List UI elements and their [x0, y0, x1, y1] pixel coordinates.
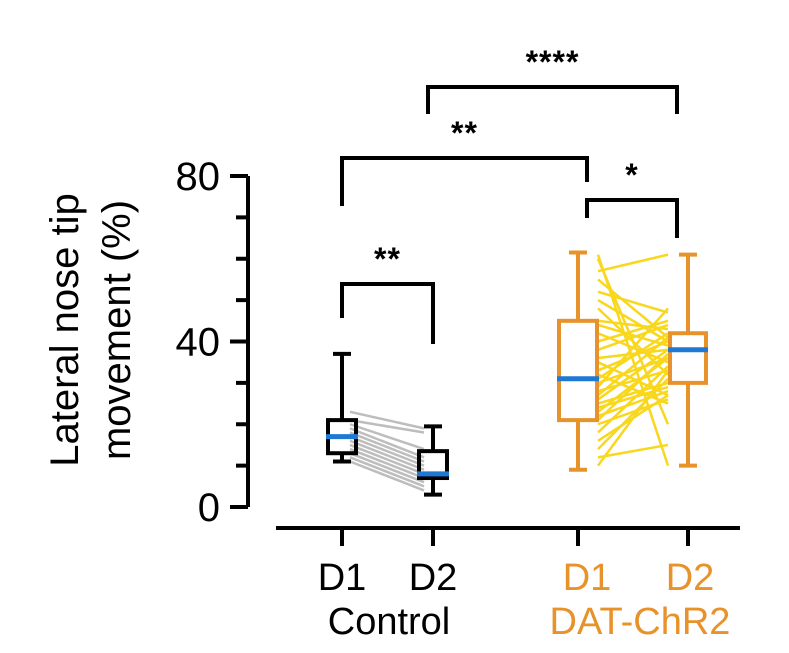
- datchr2-pair-line: [597, 377, 669, 450]
- sig-d1-control-vs-datchr2-bracket: [340, 156, 589, 206]
- datchr2-pair-line: [597, 369, 669, 393]
- sig-control-d1-d2-label: **: [374, 241, 401, 277]
- datchr2-pair-line: [597, 356, 669, 385]
- datchr2-pair-line: [597, 348, 669, 401]
- sig-datchr2-d1-d2-label: *: [625, 157, 638, 193]
- boxes: [326, 250, 708, 497]
- control-pair-line: [349, 427, 425, 459]
- datchr2-pair-line: [597, 353, 669, 422]
- datchr2-pair-line: [597, 323, 669, 351]
- axes: 0 40 80: [176, 155, 740, 546]
- sig-d2-control-vs-datchr2-label: ****: [526, 44, 580, 80]
- datchr2-pair-line: [597, 319, 669, 331]
- category-label-control-d2: D2: [409, 557, 458, 599]
- datchr2-pair-line: [597, 348, 669, 360]
- sig-control-d1-d2-bracket: [340, 282, 435, 344]
- sig-datchr2-d1-d2-bracket: [585, 198, 679, 238]
- datchr2-pair-line: [597, 307, 669, 388]
- datchr2-pair-line: [597, 357, 669, 413]
- y-tick-label: 80: [176, 155, 221, 199]
- datchr2-pair-line: [597, 299, 669, 343]
- category-label-datchr2-d2: D2: [666, 557, 715, 599]
- y-tick-label: 40: [176, 321, 221, 365]
- y-tick-label: 0: [198, 486, 220, 530]
- sig-d2-control-vs-datchr2-bracket: [426, 85, 679, 114]
- datchr2-pair-line: [597, 389, 669, 418]
- control-pair-line: [349, 439, 425, 471]
- significance-brackets: *********: [340, 44, 679, 344]
- datchr2-d1-box: [557, 318, 599, 423]
- datchr2-pair-line: [597, 332, 669, 380]
- datchr2-pair-line: [597, 290, 669, 314]
- control-pair-line: [349, 423, 425, 451]
- control-pair-line: [349, 443, 425, 476]
- group-label-control: Control: [328, 601, 451, 643]
- datchr2-pair-line: [596, 369, 670, 467]
- y-axis-label-line2: movement (%): [95, 200, 139, 460]
- y-axis-label-line1: Lateral nose tip: [43, 193, 87, 467]
- sig-d1-control-vs-datchr2-label: **: [451, 115, 478, 151]
- category-label-datchr2-d1: D1: [563, 557, 612, 599]
- control-pair-line: [349, 447, 425, 480]
- category-label-control-d1: D1: [318, 557, 367, 599]
- datchr2-pair-line: [597, 319, 669, 343]
- paired-lines: [349, 253, 670, 492]
- control-pair-line: [349, 435, 425, 467]
- datchr2-pair-line: [597, 365, 669, 434]
- control-pair-line: [349, 452, 425, 484]
- control-d2-box: [417, 449, 449, 481]
- group-label-datchr2: DAT-ChR2: [550, 601, 731, 643]
- datchr2-pair-line: [597, 253, 669, 273]
- control-pair-line: [349, 456, 425, 488]
- control-pair-line: [349, 410, 425, 430]
- datchr2-pair-line: [597, 336, 669, 397]
- control-pair-line: [349, 460, 425, 492]
- datchr2-d2-box: [668, 331, 708, 385]
- control-pair-line: [349, 418, 425, 434]
- control-pair-line: [349, 431, 425, 463]
- datchr2-pair-line: [597, 443, 669, 459]
